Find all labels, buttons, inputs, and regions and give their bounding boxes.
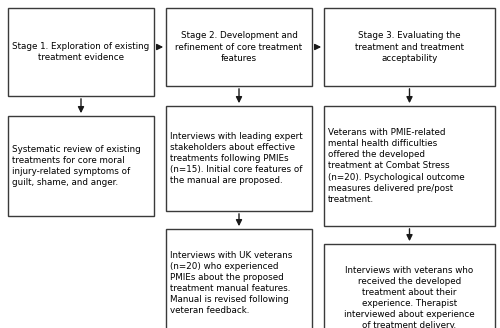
Text: Stage 1. Exploration of existing
treatment evidence: Stage 1. Exploration of existing treatme… (12, 42, 149, 62)
Text: Interviews with leading expert
stakeholders about effective
treatments following: Interviews with leading expert stakehold… (170, 132, 302, 185)
FancyBboxPatch shape (324, 106, 495, 226)
Text: Systematic review of existing
treatments for core moral
injury-related symptoms : Systematic review of existing treatments… (12, 145, 141, 187)
FancyBboxPatch shape (324, 244, 495, 328)
Text: Veterans with PMIE-related
mental health difficulties
offered the developed
trea: Veterans with PMIE-related mental health… (328, 128, 464, 204)
FancyBboxPatch shape (324, 8, 495, 86)
FancyBboxPatch shape (8, 116, 154, 216)
Text: Interviews with veterans who
received the developed
treatment about their
experi: Interviews with veterans who received th… (344, 266, 475, 328)
Text: Stage 3. Evaluating the
treatment and treatment
acceptability: Stage 3. Evaluating the treatment and tr… (355, 31, 464, 63)
FancyBboxPatch shape (166, 8, 312, 86)
Text: Stage 2. Development and
refinement of core treatment
features: Stage 2. Development and refinement of c… (176, 31, 302, 63)
FancyBboxPatch shape (166, 106, 312, 211)
FancyBboxPatch shape (166, 229, 312, 328)
FancyBboxPatch shape (8, 8, 154, 96)
Text: Interviews with UK veterans
(n=20) who experienced
PMIEs about the proposed
trea: Interviews with UK veterans (n=20) who e… (170, 251, 292, 315)
